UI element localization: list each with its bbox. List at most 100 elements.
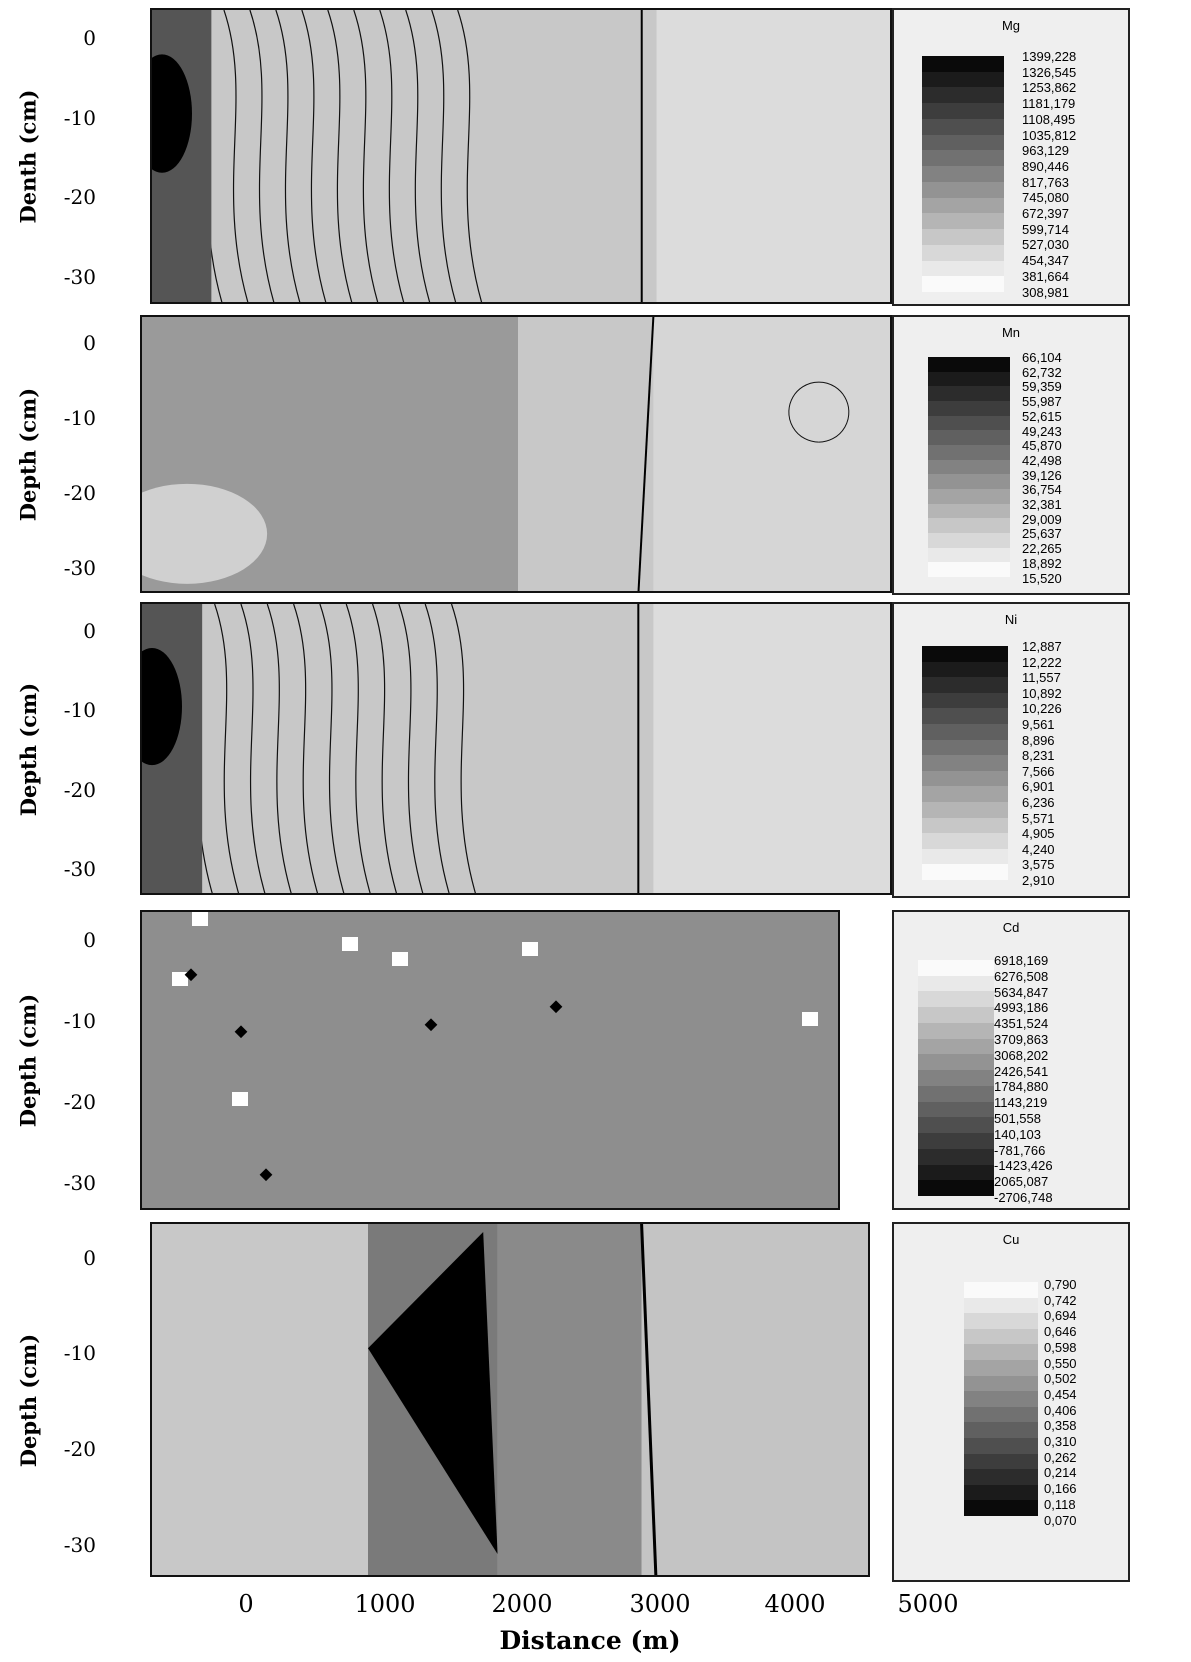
legend-value: 42,498 [1022,452,1062,468]
legend-value: 3709,863 [994,1032,1049,1047]
y-tick-label: -10 [63,698,96,723]
legend-value: 0,502 [1044,1371,1077,1387]
high-value-zone [192,912,208,926]
legend-swatch [964,1391,1038,1408]
legend-value: 0,550 [1044,1355,1077,1371]
legend-value: 527,030 [1022,237,1069,253]
legend-swatch [928,562,1010,578]
y-tick-label: -30 [63,265,96,290]
legend-swatch [964,1328,1038,1345]
legend-swatch [918,1101,994,1118]
legend-swatch [928,547,1010,563]
legend-swatch [922,87,1004,104]
legend-swatch [918,1180,994,1197]
legend-value: 59,359 [1022,379,1062,395]
legend-swatch [922,150,1004,167]
legend-value: 1784,880 [994,1079,1049,1095]
color-legend: Mn 66,104 62,732 59,359 55,987 52,615 49,243 45… [892,315,1130,595]
y-tick-label: -20 [63,1090,96,1114]
legend-swatch [922,692,1008,709]
legend-value: -1423,426 [994,1158,1053,1174]
legend-swatch [918,1117,994,1134]
legend-swatch [918,1085,994,1103]
y-tick-label: -20 [63,480,96,505]
legend-swatch [922,71,1004,88]
legend-swatch [918,1164,994,1181]
y-tick-label: 0 [83,330,96,355]
legend-value: 8,231 [1022,748,1055,764]
legend-value: 12,887 [1022,639,1062,654]
legend-title: Mg [1001,18,1021,33]
legend-swatch [922,118,1004,136]
contour-plot [140,910,840,1210]
contour-line [223,10,249,302]
legend-value: 1108,495 [1022,111,1076,127]
legend-swatch [928,371,1010,387]
legend-swatch [918,1133,994,1150]
contour-line [240,604,266,893]
legend-swatch [928,357,1010,373]
legend-value: 4,905 [1022,826,1055,842]
legend-value: 672,397 [1022,206,1069,221]
legend-value: 11,557 [1022,670,1061,686]
legend-swatch [928,401,1010,417]
legend-value: 3068,202 [994,1047,1049,1063]
y-tick-label: 0 [83,1245,96,1270]
legend-swatch [922,646,1008,663]
contour-svg [152,1224,868,1575]
legend-value: 55,987 [1022,394,1062,410]
contour-line [398,604,424,893]
legend-value: 2065,087 [994,1174,1049,1190]
y-tick-label: -10 [63,105,96,130]
legend-title: Cd [1002,920,1020,935]
legend-value: 2426,541 [994,1063,1049,1079]
contour-svg [142,317,890,591]
legend-swatch [928,415,1010,431]
legend-value: 7,566 [1022,763,1055,779]
high-value-zone [232,1092,248,1106]
legend-swatch [922,661,1008,678]
y-tick-label: -10 [63,405,96,430]
y-axis-label: Depth (cm) [15,1333,41,1467]
legend-value: 1035,812 [1022,127,1077,143]
contour-line [405,10,431,302]
legend-swatch [928,503,1010,519]
legend-value: 6,236 [1022,795,1055,810]
legend-swatch [918,1148,994,1166]
legend-value: 6918,169 [994,953,1049,968]
legend-value: 5634,847 [994,984,1049,1000]
high-value-zone [802,1012,818,1026]
contour-band [653,317,890,591]
legend-swatch [922,864,1008,881]
contour-line [431,10,457,302]
legend-swatch [928,445,1010,461]
legend-value: 0,262 [1044,1449,1077,1465]
legend-swatch [918,1022,994,1040]
contour-line [327,10,353,302]
high-value-zone [368,1232,498,1555]
contour-line [301,10,327,302]
legend-value: 381,664 [1022,268,1069,284]
contour-line [249,10,275,302]
legend-value: 0,598 [1044,1339,1077,1355]
legend-swatch [964,1360,1038,1377]
y-axis-label: Depth (cm) [15,387,41,522]
legend-value: 745,080 [1022,190,1069,206]
legend-swatch [922,739,1008,756]
legend-value: 36,754 [1022,482,1062,498]
contour-line [637,317,655,591]
legend-value: 0,070 [1044,1512,1077,1528]
legend-value: 0,310 [1044,1434,1077,1449]
legend-swatch [922,181,1004,199]
legend-title: Mn [1001,325,1021,340]
legend-value: 1399,228 [1022,49,1077,64]
y-tick-label: -10 [63,1341,96,1366]
contour-line [275,10,301,302]
legend-swatch [922,755,1008,772]
legend-value: -781,766 [994,1142,1046,1158]
legend-value: 15,520 [1022,570,1062,586]
contour-band [497,1224,642,1575]
x-tick-label: 1000 [354,1590,416,1618]
legend-value: 0,166 [1044,1481,1077,1497]
legend-value: 45,870 [1022,438,1062,454]
